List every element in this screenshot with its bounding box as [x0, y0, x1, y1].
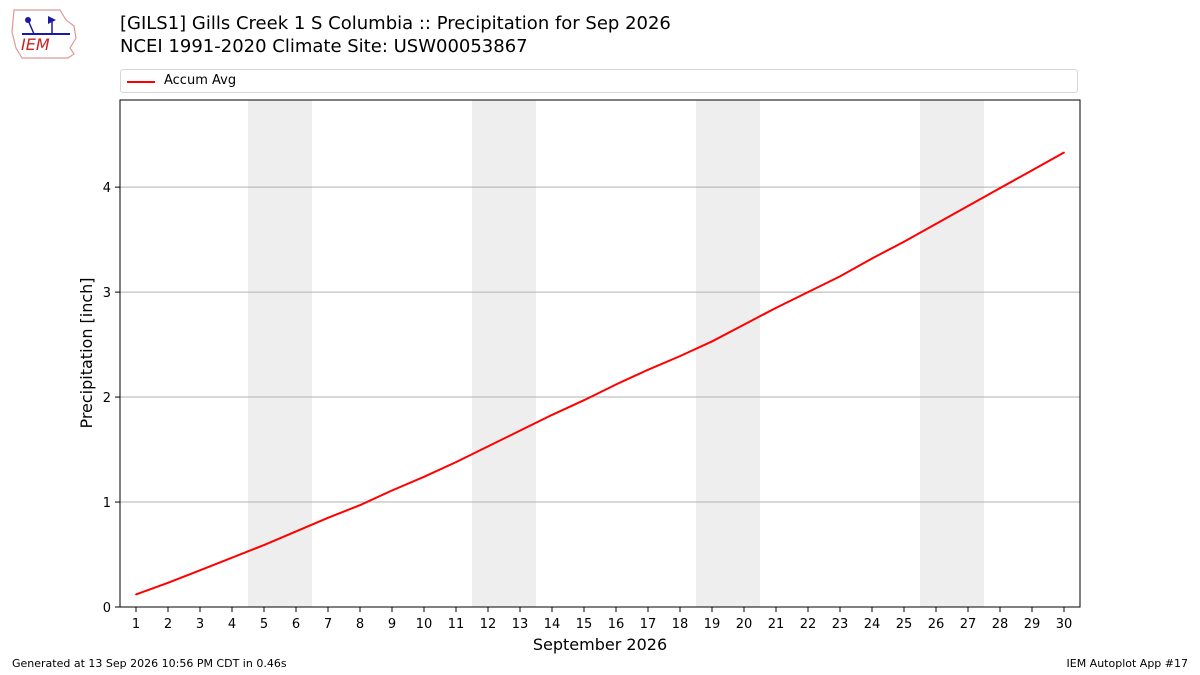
- data-point-day-22: [807, 291, 809, 293]
- data-point-day-3: [199, 569, 201, 572]
- app-note: IEM Autoplot App #17: [1066, 657, 1189, 670]
- x-tick-label-2: 2: [164, 617, 172, 632]
- data-point-day-23: [839, 275, 841, 278]
- x-tick-label-14: 14: [544, 617, 561, 632]
- generated-note: Generated at 13 Sep 2026 10:56 PM CDT in…: [12, 657, 287, 670]
- data-point-day-27: [967, 205, 969, 207]
- x-tick-label-17: 17: [640, 617, 657, 632]
- plot-frame: [119, 99, 1081, 608]
- data-point-day-20: [743, 323, 745, 326]
- data-point-day-9: [391, 489, 393, 492]
- legend-swatch: [127, 81, 155, 83]
- data-point-day-2: [167, 581, 169, 584]
- x-tick-label-30: 30: [1056, 617, 1073, 632]
- x-tick-label-20: 20: [736, 617, 753, 632]
- x-tick-label-22: 22: [800, 617, 817, 632]
- x-tick-label-18: 18: [672, 617, 689, 632]
- y-tick-label-0: 0: [103, 601, 111, 616]
- title-line-1: [GILS1] Gills Creek 1 S Columbia :: Prec…: [120, 13, 671, 34]
- data-point-day-25: [903, 240, 905, 243]
- y-axis-ticks: 0 1 2 3 4: [103, 181, 120, 616]
- x-tick-label-5: 5: [260, 617, 268, 632]
- series-line-accum-avg: [135, 151, 1065, 596]
- logo-text: IEM: [21, 35, 50, 54]
- data-point-day-16: [615, 383, 617, 386]
- x-tick-label-28: 28: [992, 617, 1009, 632]
- x-tick-label-13: 13: [512, 617, 529, 632]
- x-tick-label-26: 26: [928, 617, 945, 632]
- grid-lines: [120, 186, 1080, 503]
- data-point-day-4: [231, 556, 233, 559]
- data-point-day-5: [263, 544, 265, 546]
- data-point-day-6: [295, 530, 297, 533]
- x-tick-label-27: 27: [960, 617, 977, 632]
- y-tick-label-1: 1: [103, 496, 111, 511]
- x-tick-label-3: 3: [196, 617, 204, 632]
- x-tick-label-23: 23: [832, 617, 849, 632]
- weekend-band-3: [696, 100, 760, 607]
- data-point-day-11: [455, 461, 457, 464]
- data-point-day-26: [935, 222, 937, 225]
- data-point-day-24: [871, 257, 873, 260]
- data-point-day-30: [1063, 151, 1065, 154]
- x-tick-label-8: 8: [356, 617, 364, 632]
- data-point-day-8: [359, 504, 361, 507]
- data-point-day-18: [679, 355, 681, 358]
- iem-logo-graphic: IEM: [11, 9, 77, 59]
- legend-label: Accum Avg: [164, 73, 237, 88]
- data-point-day-21: [775, 306, 777, 309]
- x-tick-label-29: 29: [1024, 617, 1041, 632]
- data-point-day-14: [551, 414, 553, 416]
- iem-logo: IEM: [8, 4, 82, 60]
- weekend-bands: [248, 100, 984, 607]
- x-tick-label-24: 24: [864, 617, 881, 632]
- x-tick-label-15: 15: [576, 617, 593, 632]
- x-tick-label-25: 25: [896, 617, 913, 632]
- y-tick-label-2: 2: [103, 391, 111, 406]
- chart-title: [GILS1] Gills Creek 1 S Columbia :: Prec…: [120, 12, 671, 58]
- x-tick-label-7: 7: [324, 617, 332, 632]
- data-point-day-10: [423, 475, 425, 478]
- data-point-day-7: [327, 516, 329, 519]
- data-point-day-1: [135, 593, 137, 596]
- x-tick-label-19: 19: [704, 617, 721, 632]
- x-tick-label-1: 1: [132, 617, 140, 632]
- x-tick-label-21: 21: [768, 617, 785, 632]
- data-point-day-13: [519, 429, 521, 432]
- x-tick-label-9: 9: [388, 617, 396, 632]
- legend: Accum Avg: [120, 69, 1078, 93]
- x-tick-label-10: 10: [416, 617, 433, 632]
- y-tick-label-3: 3: [103, 286, 111, 301]
- title-line-2: NCEI 1991-2020 Climate Site: USW00053867: [120, 36, 528, 57]
- series-layer: [135, 151, 1065, 596]
- weekend-band-4: [920, 100, 984, 607]
- y-tick-label-4: 4: [103, 181, 111, 196]
- x-tick-label-6: 6: [292, 617, 300, 632]
- x-tick-label-11: 11: [448, 617, 465, 632]
- data-point-day-15: [583, 399, 585, 402]
- data-point-day-12: [487, 445, 489, 448]
- y-axis-label: Precipitation [inch]: [77, 277, 96, 428]
- weekend-band-1: [248, 100, 312, 607]
- x-axis-label: September 2026: [533, 635, 667, 654]
- data-point-day-17: [647, 368, 649, 371]
- x-axis-ticks: 1 2 3 4 5 6 7 8 9 10 11 12 13 14 15 16 17 18 19 20 21 22 23 24 2…: [132, 607, 1072, 632]
- x-tick-label-16: 16: [608, 617, 625, 632]
- iowa-outline: [11, 9, 77, 59]
- data-point-day-19: [711, 340, 713, 343]
- weekend-band-2: [472, 100, 536, 607]
- x-tick-label-12: 12: [480, 617, 497, 632]
- data-point-day-29: [1031, 169, 1033, 172]
- data-point-day-28: [999, 187, 1001, 190]
- x-tick-label-4: 4: [228, 617, 236, 632]
